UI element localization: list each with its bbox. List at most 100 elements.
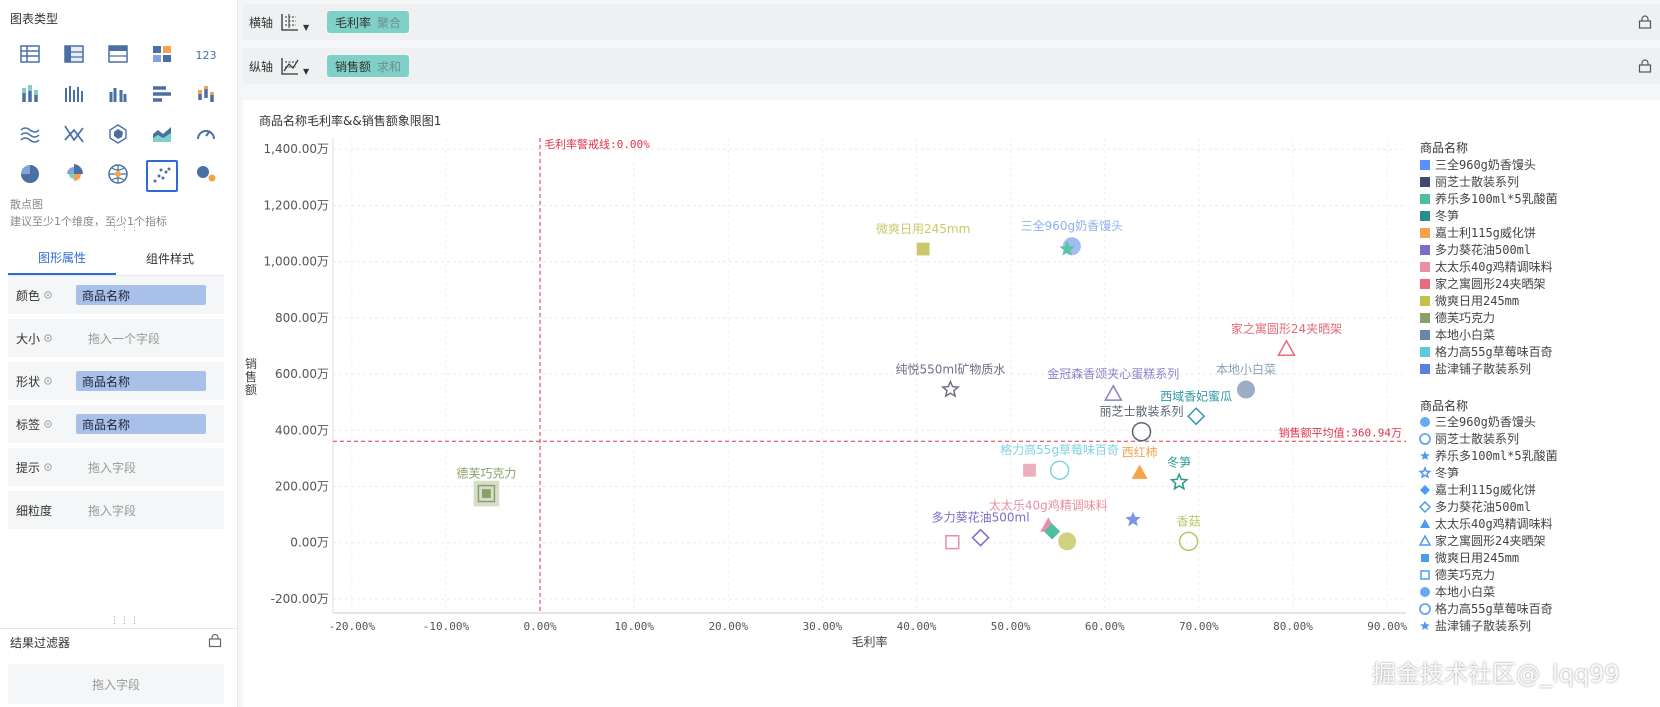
legend-swatch: [1420, 262, 1430, 272]
chart-type-option[interactable]: [184, 76, 228, 116]
x-tick-label: 30.00%: [803, 620, 843, 633]
chart-type-option[interactable]: [52, 156, 96, 196]
property-label-text: 提示: [16, 460, 41, 475]
gear-icon[interactable]: [43, 462, 53, 472]
legend-item: 本地小白菜: [1435, 327, 1495, 342]
gear-icon[interactable]: [43, 333, 53, 343]
pie-icon: [18, 162, 42, 190]
y-average-label: 销售额平均值:360.94万: [1279, 425, 1402, 439]
legend-shape: [1420, 621, 1430, 630]
x-tick-label: 70.00%: [1179, 620, 1219, 633]
chart-type-option[interactable]: [96, 116, 140, 156]
y-tick-label: 1,400.00万: [264, 142, 329, 156]
data-label: 太太乐40g鸡精调味料: [989, 497, 1108, 512]
chart-type-option[interactable]: [8, 36, 52, 76]
property-drop-zone[interactable]: 拖入一个字段: [88, 331, 161, 346]
axis-scale-icon: [281, 58, 299, 75]
indicator-card-icon: 123: [194, 42, 218, 70]
x-axis-field-name: 毛利率: [335, 15, 372, 30]
legend-shape: [1418, 534, 1432, 546]
chart-type-option[interactable]: [140, 76, 184, 116]
gear-icon[interactable]: [43, 419, 53, 429]
chart-type-option[interactable]: [52, 76, 96, 116]
y-axis-field-pill[interactable]: 销售额 求和: [327, 55, 410, 77]
chart-type-option[interactable]: [8, 156, 52, 196]
legend-swatch: [1420, 330, 1430, 340]
legend-shape: [1420, 587, 1430, 597]
legend-shape: [1418, 466, 1432, 479]
legend-item: 嘉士利115g威化饼: [1435, 226, 1536, 240]
legend-item: 本地小白菜: [1435, 584, 1495, 599]
chart-type-option[interactable]: [140, 156, 184, 196]
chart-type-option[interactable]: [140, 36, 184, 76]
chevron-down-icon: ▼: [303, 66, 310, 76]
selected-chart-hint: 建议至少1个维度，至少1个指标: [10, 215, 167, 228]
gear-icon[interactable]: [43, 376, 53, 386]
filter-settings-icon[interactable]: [208, 634, 222, 648]
resize-handle-icon[interactable]: ⋮⋮⋮: [110, 616, 140, 626]
chart-type-option[interactable]: 123: [184, 36, 228, 76]
cross-line-icon: [62, 122, 86, 150]
legend-title: 商品名称: [1420, 398, 1468, 413]
chart-type-option[interactable]: [184, 116, 228, 156]
map-icon: [106, 162, 130, 190]
lock-icon[interactable]: [1638, 15, 1652, 29]
legend-item: 多力葵花油500ml: [1435, 499, 1531, 514]
data-point-frame: [477, 484, 496, 503]
x-axis-field-pill[interactable]: 毛利率 聚合: [327, 11, 410, 33]
left-panel: 图表类型 123 散点图 建议至少1个维度，至少1个指标 ⋮⋮⋮ 图形属性 组件…: [0, 0, 238, 707]
chart-type-option[interactable]: [96, 36, 140, 76]
chart-type-option[interactable]: [52, 36, 96, 76]
chart-type-option[interactable]: [184, 156, 228, 196]
property-drop-zone[interactable]: 拖入字段: [88, 460, 137, 475]
legend-swatch: [1420, 313, 1430, 323]
chart-type-option[interactable]: [8, 76, 52, 116]
x-tick-label: 90.00%: [1367, 620, 1407, 633]
property-drop-zone[interactable]: 拖入字段: [88, 503, 137, 518]
chart-type-option[interactable]: [8, 116, 52, 156]
chart-type-option[interactable]: [96, 76, 140, 116]
data-label: 本地小白菜: [1216, 362, 1276, 377]
data-point: [1023, 463, 1036, 477]
property-field-pill[interactable]: 商品名称: [76, 371, 206, 391]
chart-type-option[interactable]: [96, 156, 140, 196]
property-label-text: 形状: [16, 374, 41, 389]
y-axis-field-agg: 求和: [377, 59, 402, 74]
data-label: 西红柿: [1122, 444, 1158, 459]
chart-type-option[interactable]: [52, 116, 96, 156]
property-field-pill[interactable]: 商品名称: [76, 414, 206, 434]
detail-table-icon: [106, 42, 130, 70]
legend-swatch: [1420, 194, 1430, 204]
legend-swatch: [1420, 296, 1430, 306]
filter-drop-zone[interactable]: 拖入字段: [8, 664, 224, 704]
lock-icon[interactable]: [1638, 59, 1652, 73]
gear-icon[interactable]: [43, 290, 53, 300]
tab-component-style[interactable]: 组件样式: [145, 252, 194, 266]
legend-swatch: [1420, 177, 1430, 187]
x-axis-bar: 横轴 ▼ 毛利率 聚合: [243, 4, 1660, 40]
y-tick-label: 400.00万: [275, 423, 329, 437]
y-axis-type-selector[interactable]: ▼: [279, 55, 327, 77]
legend-item: 微爽日用245mm: [1435, 294, 1519, 308]
data-label: 西域香妃蜜瓜: [1160, 388, 1232, 403]
range-bar-icon: [194, 82, 218, 110]
resize-handle-icon[interactable]: ⋮⋮⋮: [110, 223, 140, 233]
legend-shape: [1420, 570, 1430, 580]
x-axis-type-selector[interactable]: ▼: [279, 11, 327, 33]
scatter-plot[interactable]: -200.00万 0.00万 200.00万 400.00万 600.00万 800.00…: [243, 100, 1660, 707]
property-label-text: 颜色: [16, 288, 41, 303]
x-axis-field-agg: 聚合: [377, 15, 402, 30]
property-label: 细粒度: [8, 502, 76, 519]
chart-type-option[interactable]: [140, 116, 184, 156]
legend-item: 嘉士利115g威化饼: [1435, 483, 1536, 497]
legend-swatch: [1420, 228, 1430, 238]
property-field-pill[interactable]: 商品名称: [76, 285, 206, 305]
property-row: 大小 拖入一个字段: [8, 319, 224, 357]
y-axis-bar: 纵轴 ▼ 销售额 求和: [243, 48, 1660, 84]
tab-graphic-properties[interactable]: 图形属性: [8, 242, 116, 275]
y-axis-label: 纵轴: [249, 59, 274, 74]
property-label: 大小: [8, 330, 76, 347]
result-filter-title: 结果过滤器: [10, 636, 71, 650]
data-point: [1125, 511, 1141, 527]
